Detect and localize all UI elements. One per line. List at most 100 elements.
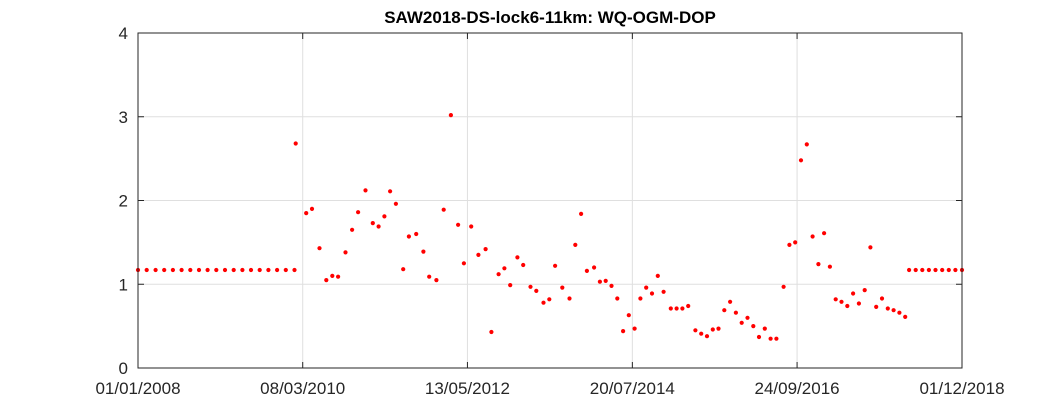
data-point: [579, 211, 584, 216]
data-point: [851, 291, 856, 296]
data-point: [508, 283, 513, 288]
data-point: [350, 227, 355, 232]
data-point: [266, 267, 271, 273]
x-tick-label: 20/07/2014: [590, 379, 675, 398]
data-point: [214, 267, 219, 273]
data-point: [292, 267, 297, 273]
data-point: [534, 288, 539, 293]
data-point: [496, 272, 501, 277]
data-point: [704, 334, 710, 339]
data-point: [205, 267, 210, 273]
x-tick-label: 24/09/2016: [755, 379, 840, 398]
data-point: [547, 297, 552, 302]
data-point: [722, 308, 727, 313]
x-tick-label: 08/03/2010: [260, 379, 345, 398]
data-point: [370, 221, 375, 226]
data-point: [621, 329, 626, 334]
data-point: [324, 278, 329, 283]
data-point: [833, 297, 838, 302]
data-point: [632, 326, 637, 331]
data-point: [521, 262, 526, 268]
data-point: [283, 267, 288, 273]
data-point: [336, 274, 341, 279]
data-point: [686, 303, 691, 309]
data-point: [926, 267, 932, 273]
y-tick-label: 1: [119, 275, 128, 294]
data-point: [793, 240, 798, 245]
data-point: [839, 299, 844, 304]
x-tick-label: 01/12/2018: [919, 379, 1004, 398]
data-point: [885, 306, 890, 311]
data-point: [874, 304, 879, 309]
data-point: [170, 267, 175, 273]
data-point: [745, 315, 750, 320]
data-point: [644, 285, 649, 290]
data-point: [603, 278, 608, 283]
tick-labels: 01/01/2008 08/03/2010 13/05/2012 20/07/2014…: [95, 24, 1004, 398]
data-point: [567, 296, 572, 301]
data-point: [541, 300, 546, 305]
data-point: [456, 222, 461, 227]
data-point: [469, 224, 474, 229]
y-tick-label: 2: [119, 192, 128, 211]
data-point: [827, 264, 833, 269]
data-point: [476, 252, 481, 257]
chart-title: SAW2018-DS-lock6-11km: WQ-OGM-DOP: [384, 8, 716, 27]
data-point: [768, 336, 773, 341]
data-point: [461, 261, 466, 266]
data-point: [528, 284, 533, 289]
data-point: [293, 141, 298, 146]
data-point: [257, 267, 262, 273]
data-point: [553, 263, 558, 268]
data-point: [940, 267, 945, 273]
data-point: [728, 299, 733, 304]
data-point: [421, 249, 426, 254]
data-point: [153, 267, 158, 273]
data-point: [739, 320, 744, 325]
data-point: [774, 336, 779, 341]
data-point: [584, 268, 590, 273]
data-point: [502, 266, 507, 271]
data-point: [609, 283, 614, 288]
data-point: [897, 310, 902, 315]
data-point: [597, 279, 603, 284]
data-point: [762, 326, 767, 331]
data-point: [638, 296, 643, 301]
data-point: [615, 296, 620, 301]
data-point: [879, 296, 885, 301]
data-point: [891, 308, 896, 313]
data-point: [483, 247, 488, 252]
data-point: [816, 262, 821, 267]
data-point: [781, 284, 786, 289]
data-point: [933, 267, 938, 273]
data-point: [304, 211, 309, 216]
y-tick-label: 0: [119, 359, 128, 378]
data-point: [275, 267, 280, 273]
data-point: [222, 267, 228, 273]
data-point: [668, 306, 673, 311]
data-point: [448, 113, 453, 118]
data-point: [441, 207, 446, 212]
x-tick-label: 13/05/2012: [425, 379, 510, 398]
data-point: [756, 334, 762, 340]
data-point: [309, 206, 315, 211]
data-point: [862, 288, 867, 293]
data-point: [343, 250, 348, 255]
data-point: [903, 314, 908, 319]
data-point: [592, 265, 597, 270]
data-point: [804, 142, 809, 147]
data-point: [649, 291, 655, 296]
data-point: [655, 273, 660, 278]
data-point: [401, 267, 406, 272]
data-point: [716, 326, 721, 331]
data-point: [515, 255, 520, 260]
data-point: [188, 267, 193, 273]
data-point: [196, 267, 202, 273]
data-point: [414, 231, 419, 237]
data-point: [248, 267, 254, 273]
data-point: [845, 303, 850, 309]
data-point: [240, 267, 245, 273]
data-point: [406, 234, 411, 239]
data-point: [231, 267, 236, 273]
data-point: [953, 267, 958, 273]
